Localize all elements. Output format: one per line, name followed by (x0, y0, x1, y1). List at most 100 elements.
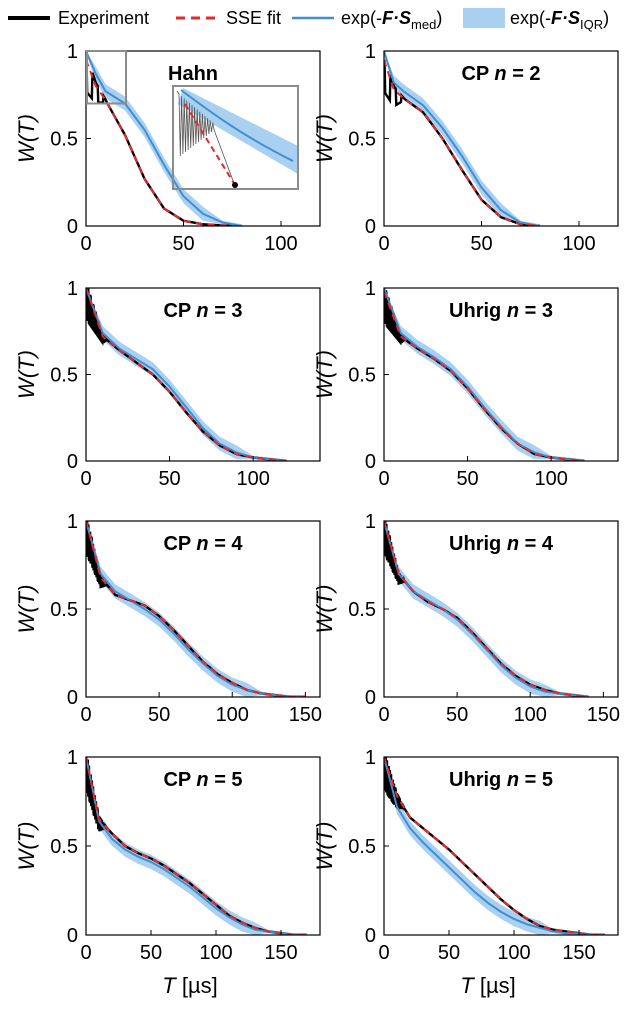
y-tick-label: 0.5 (348, 836, 376, 858)
panel-title: CP n = 2 (461, 63, 540, 85)
chart-panel-1: 0 50 100 0 0.5 1 W(T) Hahn (14, 41, 321, 255)
y-tick-label: 1 (67, 511, 78, 533)
y-tick-label: 1 (365, 511, 376, 533)
panel-title: Uhrig n = 4 (449, 533, 554, 555)
panel-title: Hahn (168, 63, 218, 85)
iqr-band (86, 51, 242, 226)
y-tick-label: 0.5 (50, 365, 78, 387)
y-tick-label: 0.5 (348, 129, 376, 151)
iqr-band (86, 521, 306, 697)
y-tick-label: 0.5 (348, 599, 376, 621)
inset-median-line (180, 89, 294, 162)
y-tick-label: 0 (365, 216, 376, 238)
sse-fit-line (86, 521, 306, 697)
legend-iqr-label: exp(-F·SIQR) (510, 8, 609, 32)
x-tick-label: 50 (140, 942, 162, 964)
sse-fit-line (384, 59, 541, 226)
x-tick-label: 100 (534, 468, 567, 490)
y-tick-label: 1 (67, 278, 78, 300)
inset-zoom (172, 85, 299, 190)
legend: Experiment SSE fit exp(-F·Smed) exp(-F·S… (8, 8, 609, 32)
y-tick-label: 0 (365, 687, 376, 709)
x-axis-label-right: T [µs] (460, 973, 515, 998)
inset-end-marker (232, 182, 238, 188)
chart-panel-7: 0 50 100 150 0 0.5 1 W(T) CP n = 5 (14, 747, 321, 964)
x-tick-label: 0 (80, 704, 91, 726)
y-axis-label: W(T) (312, 350, 337, 399)
legend-experiment-label: Experiment (58, 8, 149, 28)
y-tick-label: 0 (67, 451, 78, 473)
svg-text:T [µs]: T [µs] (460, 973, 515, 998)
y-tick-label: 0 (67, 925, 78, 947)
x-tick-label: 100 (562, 233, 595, 255)
y-tick-label: 0.5 (348, 365, 376, 387)
chart-panel-5: 0 50 100 150 0 0.5 1 W(T) CP n = 4 (14, 511, 322, 726)
svg-text:T [µs]: T [µs] (162, 973, 217, 998)
chart-panel-2: 0 50 100 0 0.5 1 W(T) CP n = 2 (312, 41, 619, 255)
y-axis-label: W(T) (312, 585, 337, 634)
x-tick-label: 50 (172, 233, 194, 255)
panel-title: CP n = 3 (163, 300, 242, 322)
legend-iqr-swatch (463, 8, 505, 28)
chart-panel-8: 0 50 100 150 0 0.5 1 W(T) Uhrig n = 5 (312, 747, 619, 964)
inset-sse-fit-line (184, 103, 236, 186)
x-tick-label: 100 (264, 233, 297, 255)
x-tick-label: 150 (587, 704, 620, 726)
zoom-region-box (86, 50, 127, 105)
y-tick-label: 0.5 (50, 599, 78, 621)
y-tick-label: 0.5 (50, 836, 78, 858)
iqr-band (384, 757, 605, 935)
legend-median-label: exp(-F·Smed) (341, 8, 442, 32)
median-line (384, 757, 605, 935)
chart-panel-6: 0 50 100 150 0 0.5 1 W(T) Uhrig n = 4 (312, 511, 620, 726)
x-tick-label: 50 (438, 942, 460, 964)
x-tick-label: 150 (264, 942, 297, 964)
y-axis-label: W(T) (312, 822, 337, 871)
sse-fit-line (384, 757, 605, 935)
panel-title: CP n = 4 (163, 533, 243, 555)
panel-title: Uhrig n = 3 (449, 300, 553, 322)
x-tick-label: 50 (446, 704, 468, 726)
x-tick-label: 100 (514, 704, 547, 726)
y-tick-label: 1 (365, 747, 376, 769)
y-axis-label: W(T) (14, 350, 39, 399)
y-axis-label: W(T) (14, 822, 39, 871)
chart-panel-4: 0 50 100 0 0.5 1 W(T) Uhrig n = 3 (312, 278, 619, 490)
sse-fit-line (384, 521, 589, 697)
x-tick-label: 150 (289, 704, 322, 726)
sse-fit-line (86, 59, 233, 226)
x-tick-label: 0 (378, 942, 389, 964)
x-tick-label: 0 (378, 468, 389, 490)
x-tick-label: 0 (80, 468, 91, 490)
y-tick-label: 0.5 (50, 129, 78, 151)
x-tick-label: 50 (456, 468, 478, 490)
y-tick-label: 0 (365, 925, 376, 947)
sse-fit-line (86, 757, 307, 935)
median-line (384, 51, 541, 226)
y-axis-label: W(T) (14, 585, 39, 634)
x-tick-label: 0 (378, 704, 389, 726)
chart-panel-3: 0 50 100 0 0.5 1 W(T) CP n = 3 (14, 278, 321, 490)
x-tick-label: 50 (470, 233, 492, 255)
x-axis-label-left: T [µs] (162, 973, 217, 998)
y-tick-label: 1 (67, 747, 78, 769)
iqr-band (86, 757, 307, 935)
y-tick-label: 1 (67, 41, 78, 63)
y-tick-label: 0 (67, 216, 78, 238)
x-tick-label: 150 (562, 942, 595, 964)
x-tick-label: 0 (378, 233, 389, 255)
x-tick-label: 50 (158, 468, 180, 490)
sse-fit-line (86, 288, 287, 461)
y-axis-label: W(T) (312, 114, 337, 163)
y-tick-label: 1 (365, 41, 376, 63)
x-tick-label: 100 (236, 468, 269, 490)
median-line (86, 757, 307, 935)
y-tick-label: 0 (365, 451, 376, 473)
x-tick-label: 0 (80, 942, 91, 964)
inset-box (172, 85, 299, 190)
y-tick-label: 0 (67, 687, 78, 709)
panel-title: Uhrig n = 5 (449, 769, 553, 791)
y-axis-label: W(T) (14, 114, 39, 163)
